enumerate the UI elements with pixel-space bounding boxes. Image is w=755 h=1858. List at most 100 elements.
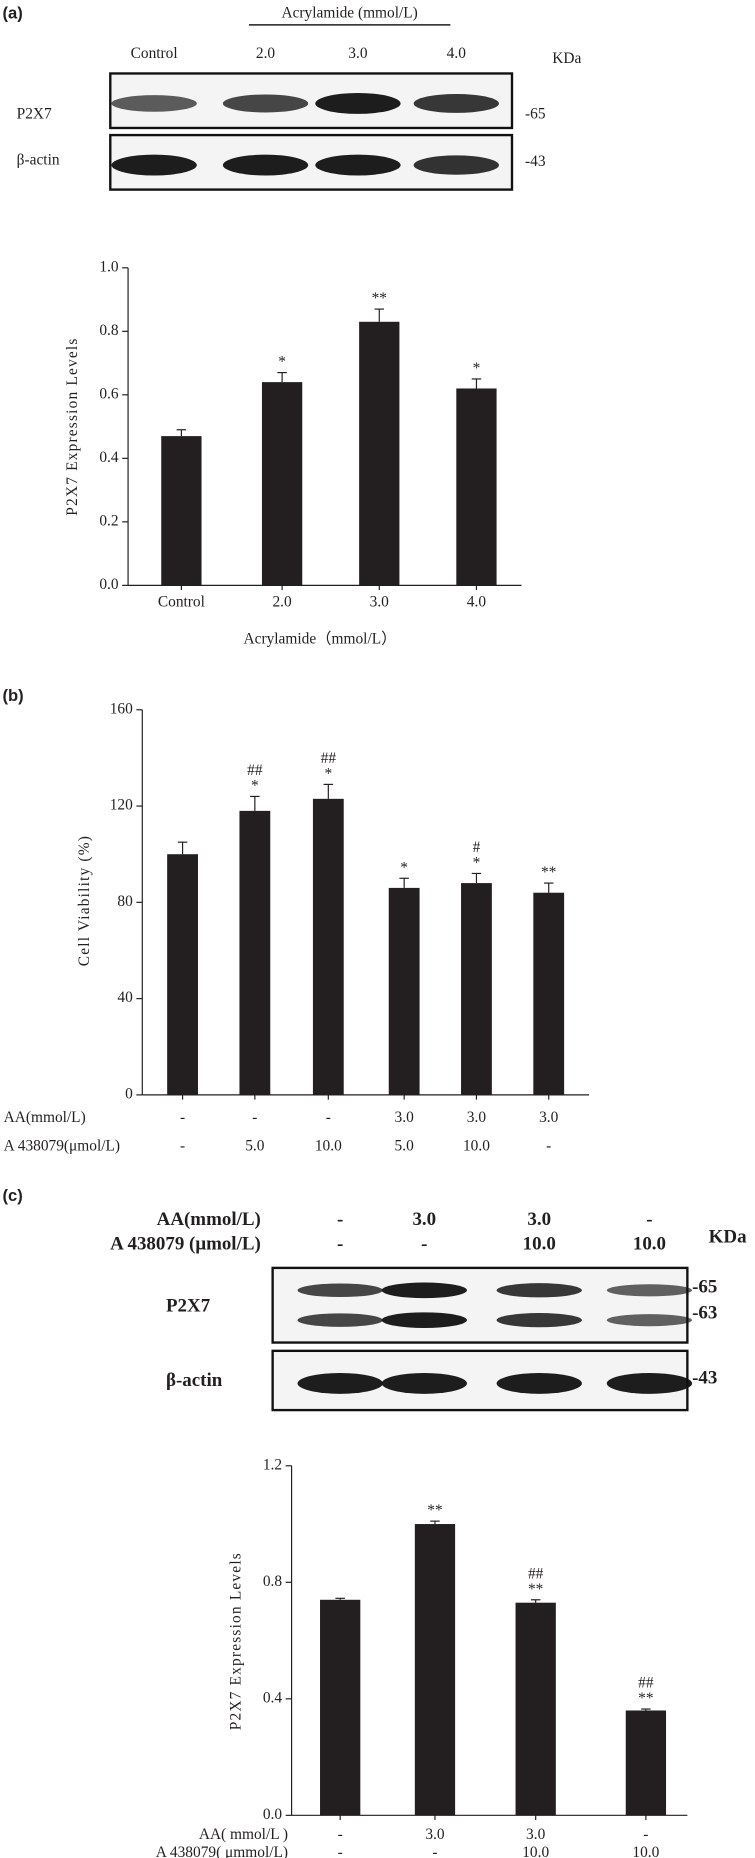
condition-value: -: [180, 1138, 185, 1155]
blot-header: Acrylamide (mmol/L): [281, 5, 417, 22]
condition-value: -: [432, 1844, 437, 1858]
band: [606, 1284, 693, 1297]
significance-mark: *: [251, 777, 259, 794]
lane-label: 4.0: [447, 45, 467, 62]
panel-label: (a): [2, 4, 22, 23]
condition-value: 3.0: [526, 1826, 546, 1843]
hash-mark: #: [473, 839, 481, 856]
y-tick-label: 120: [110, 797, 133, 814]
condition-label: A 438079(μmol/L): [4, 1138, 120, 1155]
bar: [461, 883, 492, 1095]
condition-value: -: [646, 1209, 652, 1230]
significance-mark: *: [278, 354, 286, 371]
condition-value: 5.0: [245, 1138, 265, 1155]
lane-label: 2.0: [256, 45, 276, 62]
significance-mark: **: [427, 1502, 442, 1519]
lane-label: 3.0: [348, 45, 368, 62]
bar: [261, 382, 303, 586]
band: [381, 1312, 467, 1328]
y-tick-label: 0.0: [263, 1806, 283, 1823]
y-axis-label: Cell Viability (%): [76, 835, 93, 966]
panel-label: (c): [2, 1186, 22, 1205]
x-tick-label: 3.0: [370, 594, 390, 611]
band: [222, 94, 309, 113]
significance-mark: *: [400, 859, 408, 876]
condition-value: 3.0: [467, 1109, 487, 1126]
significance-mark: **: [528, 1581, 543, 1598]
condition-value: 3.0: [412, 1209, 436, 1230]
bar: [239, 810, 271, 1095]
condition-value: 10.0: [522, 1844, 549, 1858]
condition-label: AA( mmol/L ): [199, 1826, 288, 1843]
panel-label: (b): [2, 686, 23, 705]
condition-value: 3.0: [425, 1826, 445, 1843]
band: [496, 1373, 582, 1394]
x-tick-label: 4.0: [467, 594, 487, 611]
bar: [167, 854, 198, 1095]
band: [111, 95, 197, 112]
y-tick-label: 0.8: [99, 322, 119, 339]
band: [606, 1373, 693, 1394]
band: [496, 1283, 582, 1298]
hash-mark: ##: [638, 1675, 654, 1692]
lane-label: Control: [131, 45, 178, 62]
bar: [320, 1599, 361, 1816]
condition-value: -: [180, 1109, 185, 1126]
condition-value: 10.0: [632, 1844, 659, 1858]
kda-marker: -65: [692, 1276, 717, 1297]
band: [111, 154, 197, 176]
blot-row-label: P2X7: [17, 105, 52, 122]
significance-mark: **: [372, 290, 387, 307]
condition-value: 3.0: [395, 1109, 415, 1126]
band: [413, 155, 499, 175]
condition-value: -: [326, 1109, 331, 1126]
band: [496, 1313, 582, 1328]
condition-value: 10.0: [315, 1138, 342, 1155]
hash-mark: ##: [321, 750, 337, 767]
kda-unit: KDa: [552, 50, 581, 67]
condition-value: -: [338, 1826, 343, 1843]
bar: [625, 1710, 667, 1816]
band: [315, 93, 401, 114]
x-tick-label: Control: [158, 594, 205, 611]
x-axis-label: Acrylamide（mmol/L）: [244, 630, 397, 647]
y-tick-label: 0.8: [263, 1573, 283, 1590]
y-tick-label: 0: [125, 1085, 133, 1102]
condition-value: 10.0: [463, 1138, 490, 1155]
bar: [388, 887, 420, 1095]
bar: [456, 388, 497, 586]
condition-value: -: [337, 1234, 343, 1255]
condition-value: 3.0: [539, 1109, 559, 1126]
band: [297, 1313, 383, 1327]
kda-marker: -65: [525, 105, 546, 122]
condition-value: 10.0: [523, 1234, 556, 1255]
band: [222, 154, 309, 176]
kda-marker: -43: [525, 153, 546, 170]
bar: [312, 798, 344, 1095]
bar: [359, 321, 400, 586]
condition-label: A 438079( μmmol/L): [156, 1844, 288, 1858]
band: [606, 1314, 693, 1327]
y-tick-label: 1.2: [263, 1456, 282, 1473]
significance-mark: **: [638, 1690, 653, 1707]
significance-mark: *: [324, 765, 332, 782]
condition-value: -: [337, 1209, 343, 1230]
hash-mark: ##: [528, 1565, 544, 1582]
y-tick-label: 0.2: [99, 512, 118, 529]
y-tick-label: 0.4: [263, 1689, 283, 1706]
condition-value: -: [643, 1826, 648, 1843]
band: [413, 93, 499, 113]
blot-frame: [271, 1266, 689, 1344]
condition-value: -: [546, 1138, 551, 1155]
blot-row-label: β-actin: [166, 1370, 223, 1391]
condition-value: -: [421, 1234, 427, 1255]
condition-value: -: [338, 1844, 343, 1858]
y-tick-label: 160: [110, 700, 133, 717]
blot-row-label: β-actin: [17, 152, 60, 169]
kda-marker: -63: [692, 1302, 717, 1323]
significance-mark: *: [473, 360, 481, 377]
y-tick-label: 40: [117, 989, 133, 1006]
kda-unit: KDa: [709, 1227, 747, 1248]
y-tick-label: 0.6: [99, 385, 119, 402]
band: [315, 154, 401, 176]
